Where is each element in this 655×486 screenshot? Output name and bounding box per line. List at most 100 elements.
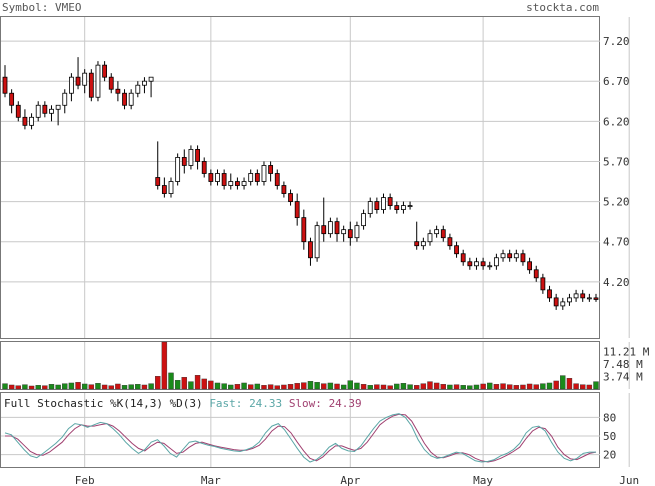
candle-down xyxy=(75,76,81,86)
candle-down xyxy=(201,161,207,174)
volume-bar-down xyxy=(321,383,327,390)
candle-up xyxy=(35,104,41,118)
candle-down xyxy=(580,293,586,299)
volume-bar-up xyxy=(487,382,493,390)
stochastic-title: Full Stochastic %K(14,3) %D(3) xyxy=(4,397,203,410)
candle-up xyxy=(188,149,194,166)
price-tick-label: 4.20 xyxy=(603,276,630,289)
candle-up xyxy=(586,297,592,300)
volume-bar-up xyxy=(394,383,400,390)
date-tick-label: May xyxy=(473,474,493,486)
axis-labels: 7.20 6.70 6.20 5.70 5.20 4.70 4.20 Feb Mar Apr May… xyxy=(75,35,650,486)
candle-down xyxy=(254,173,260,182)
volume-bar-down xyxy=(267,384,274,390)
volume-bar-down xyxy=(553,380,559,390)
volume-bar-down xyxy=(75,382,81,390)
candle-down xyxy=(2,76,8,94)
candle-down xyxy=(447,237,453,247)
volume-bar-down xyxy=(427,381,433,390)
volume-bar-up xyxy=(460,385,466,390)
candle-up xyxy=(513,253,519,259)
volume-bar-up xyxy=(407,384,413,390)
volume-bar-down xyxy=(374,384,380,390)
price-tick-label: 5.20 xyxy=(603,196,630,209)
candle-up xyxy=(49,108,54,114)
volume-bar-down xyxy=(453,384,460,390)
candle-down xyxy=(547,289,552,299)
candle-down xyxy=(235,181,240,186)
volume-bar-down xyxy=(247,384,254,390)
volume-bar-down xyxy=(287,384,294,390)
fast-value: 24.33 xyxy=(249,397,283,410)
volume-bar-down xyxy=(108,385,114,390)
candle-down xyxy=(108,76,114,90)
volume-bar-up xyxy=(354,382,360,390)
volume-bar-up xyxy=(307,381,314,390)
volume-bar-down xyxy=(201,378,207,390)
volume-bar-down xyxy=(520,384,526,390)
volume-bar-up xyxy=(327,382,334,390)
volume-bar-up xyxy=(314,382,320,390)
price-tick-label: 5.70 xyxy=(603,155,630,168)
candle-down xyxy=(42,104,48,114)
candle-up xyxy=(367,201,373,215)
volume-bar-down xyxy=(480,383,486,390)
volume-bar-down xyxy=(281,384,287,390)
volume-bar-up xyxy=(148,383,154,390)
volume-bar-down xyxy=(526,383,533,390)
candle-down xyxy=(281,185,287,194)
stochastic-legend: Full Stochastic %K(14,3) %D(3) Fast: 24.… xyxy=(4,397,362,410)
volume-bar-up xyxy=(68,382,75,390)
volume-bar-down xyxy=(573,383,579,390)
candle-down xyxy=(527,261,532,271)
volume-bar-up xyxy=(214,382,221,390)
volume-bar-down xyxy=(261,385,267,390)
volume-bar-down xyxy=(194,375,201,390)
volume-bar-up xyxy=(95,383,101,390)
price-tick-label: 7.20 xyxy=(603,35,630,48)
volume-bar-down xyxy=(294,383,300,390)
date-tick-label: Mar xyxy=(201,474,221,486)
grid-layer xyxy=(1,17,630,467)
volume-bar-down xyxy=(440,384,446,390)
volume-bar-up xyxy=(128,384,134,390)
volume-bar-up xyxy=(254,383,261,390)
volume-bar-down xyxy=(208,380,214,390)
candle-down xyxy=(553,297,559,307)
price-tick-label: 4.70 xyxy=(603,236,630,249)
candle-down xyxy=(440,229,446,239)
volume-bar-up xyxy=(48,384,55,390)
stoch-tick-label: 80 xyxy=(603,411,616,424)
candle-up xyxy=(168,181,174,194)
volume-bar-down xyxy=(433,382,440,390)
candle-up xyxy=(434,229,440,235)
volume-bar-down xyxy=(301,382,307,390)
volume-bar-up xyxy=(447,384,453,390)
candle-down xyxy=(301,217,307,243)
volume-bars xyxy=(2,341,599,390)
slow-label: Slow: xyxy=(288,397,322,410)
candle-down xyxy=(208,173,214,182)
volume-bar-down xyxy=(414,385,420,390)
price-candles xyxy=(2,57,599,310)
date-tick-label: Apr xyxy=(340,474,360,486)
candle-up xyxy=(82,72,88,86)
candle-down xyxy=(480,261,486,267)
volume-bar-up xyxy=(135,384,141,390)
brand-link[interactable]: stockta.com xyxy=(526,1,599,14)
volume-bar-up xyxy=(62,383,68,390)
candle-down xyxy=(454,245,459,255)
volume-bar-down xyxy=(42,385,48,390)
volume-bar-down xyxy=(580,384,586,390)
candle-down xyxy=(414,241,420,247)
volume-bar-down xyxy=(360,384,367,390)
volume-bar-down xyxy=(234,384,241,390)
candle-up xyxy=(354,225,360,239)
candle-up xyxy=(407,205,413,207)
stoch-tick-label: 50 xyxy=(603,430,616,443)
candle-up xyxy=(228,181,234,186)
volume-bar-down xyxy=(586,384,593,390)
candle-down xyxy=(115,88,121,94)
